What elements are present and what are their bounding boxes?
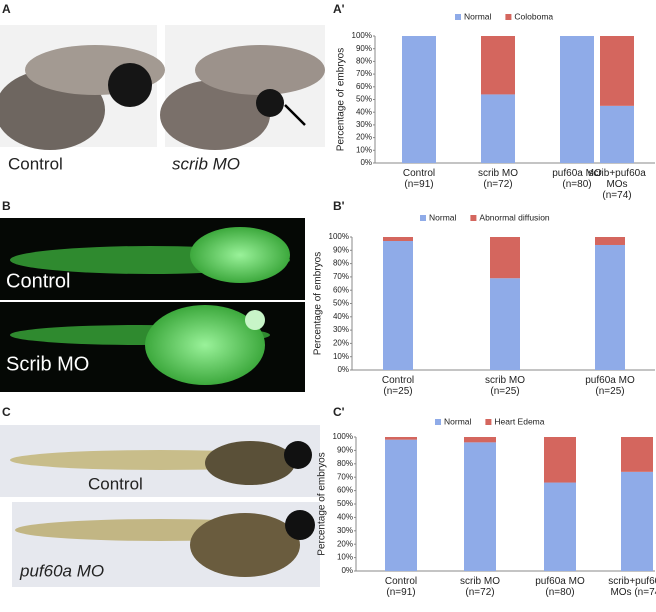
y-tick-label: 80% <box>333 259 349 268</box>
legend-label: Abnormal diffusion <box>479 212 550 222</box>
y-tick-label: 70% <box>333 272 349 281</box>
photo-b <box>0 218 305 392</box>
y-tick-label: 100% <box>352 31 372 40</box>
y-tick-label: 90% <box>333 245 349 254</box>
legend-swatch <box>420 215 426 221</box>
caption: Scrib MO <box>6 353 89 375</box>
bar-segment <box>621 437 653 472</box>
y-tick-label: 60% <box>337 486 353 495</box>
y-tick-label: 90% <box>356 44 372 53</box>
y-tick-label: 20% <box>333 339 349 348</box>
x-tick-label: scrib MO (n=72) <box>460 576 500 598</box>
y-tick-label: 40% <box>333 312 349 321</box>
bar-segment <box>490 237 520 279</box>
panel-label: B <box>2 199 11 213</box>
y-tick-label: 70% <box>337 472 353 481</box>
y-tick-label: 40% <box>337 513 353 522</box>
y-tick-label: 90% <box>337 446 353 455</box>
y-tick-label: 50% <box>333 299 349 308</box>
bar-segment <box>560 36 594 163</box>
legend-swatch <box>470 215 477 221</box>
x-tick-label: scrib+puf60a MOs (n=74) <box>588 168 646 201</box>
panel-label: C <box>2 405 11 419</box>
x-tick-label: puf60a MO (n=80) <box>535 576 585 598</box>
legend-label: Coloboma <box>514 11 553 21</box>
legend-swatch <box>435 419 441 425</box>
bar-segment <box>464 442 496 571</box>
y-tick-label: 40% <box>356 107 372 116</box>
y-tick-label: 0% <box>341 566 353 575</box>
y-tick-label: 30% <box>333 325 349 334</box>
x-tick-label: Control (n=91) <box>385 576 417 598</box>
bar-segment <box>385 437 417 440</box>
legend-label: Normal <box>464 11 492 21</box>
caption: Control <box>8 154 63 173</box>
y-tick-label: 50% <box>356 95 372 104</box>
bar-segment <box>600 36 634 106</box>
x-tick-label: puf60a MO (n=80) <box>552 168 602 190</box>
y-tick-label: 0% <box>337 365 349 374</box>
legend-label: Normal <box>444 416 472 426</box>
bar-segment <box>544 437 576 483</box>
y-axis-label: Percentage of embryos <box>317 452 328 555</box>
y-tick-label: 10% <box>333 352 349 361</box>
panel-label: A' <box>333 2 345 16</box>
y-tick-label: 0% <box>360 158 372 167</box>
x-tick-label: puf60a MO (n=25) <box>585 375 635 397</box>
legend-swatch <box>505 14 512 20</box>
y-tick-label: 20% <box>356 133 372 142</box>
caption: scrib MO <box>172 154 240 173</box>
caption: Control <box>6 270 70 292</box>
bar-segment <box>383 237 413 241</box>
photo-a <box>0 25 325 150</box>
caption: puf60a MO <box>19 561 104 580</box>
caption: Control <box>88 474 143 493</box>
y-axis-label: Percentage of embryos <box>313 252 324 355</box>
y-tick-label: 50% <box>337 499 353 508</box>
y-tick-label: 80% <box>337 459 353 468</box>
y-tick-label: 30% <box>356 120 372 129</box>
panel-label: C' <box>333 405 345 419</box>
y-tick-label: 10% <box>337 553 353 562</box>
x-tick-label: Control (n=25) <box>382 375 414 397</box>
y-tick-label: 80% <box>356 57 372 66</box>
y-tick-label: 10% <box>356 145 372 154</box>
legend-label: Normal <box>429 212 457 222</box>
bar-segment <box>595 244 625 370</box>
bar-segment <box>481 94 515 163</box>
y-tick-label: 100% <box>329 232 349 241</box>
panel-label: B' <box>333 199 345 213</box>
y-tick-label: 20% <box>337 539 353 548</box>
bar-segment <box>600 105 634 163</box>
bar-segment <box>464 437 496 443</box>
legend-swatch <box>485 419 492 425</box>
y-tick-label: 30% <box>337 526 353 535</box>
y-axis-label: Percentage of embryos <box>336 48 347 151</box>
panel-label: A <box>2 2 11 16</box>
y-tick-label: 70% <box>356 69 372 78</box>
x-tick-label: scrib MO (n=72) <box>478 168 518 190</box>
x-tick-label: Control (n=91) <box>403 168 435 190</box>
y-tick-label: 60% <box>356 82 372 91</box>
bar-segment <box>402 36 436 163</box>
bar-segment <box>385 439 417 571</box>
bar-segment <box>621 471 653 571</box>
x-tick-label: scrib MO (n=25) <box>485 375 525 397</box>
bar-segment <box>595 237 625 245</box>
bar-segment <box>481 36 515 95</box>
legend-label: Heart Edema <box>494 416 544 426</box>
y-tick-label: 100% <box>333 432 353 441</box>
y-tick-label: 60% <box>333 285 349 294</box>
bar-segment <box>383 240 413 370</box>
bar-segment <box>490 278 520 370</box>
bar-segment <box>544 482 576 571</box>
photo-c <box>0 425 320 587</box>
legend-swatch <box>455 14 461 20</box>
